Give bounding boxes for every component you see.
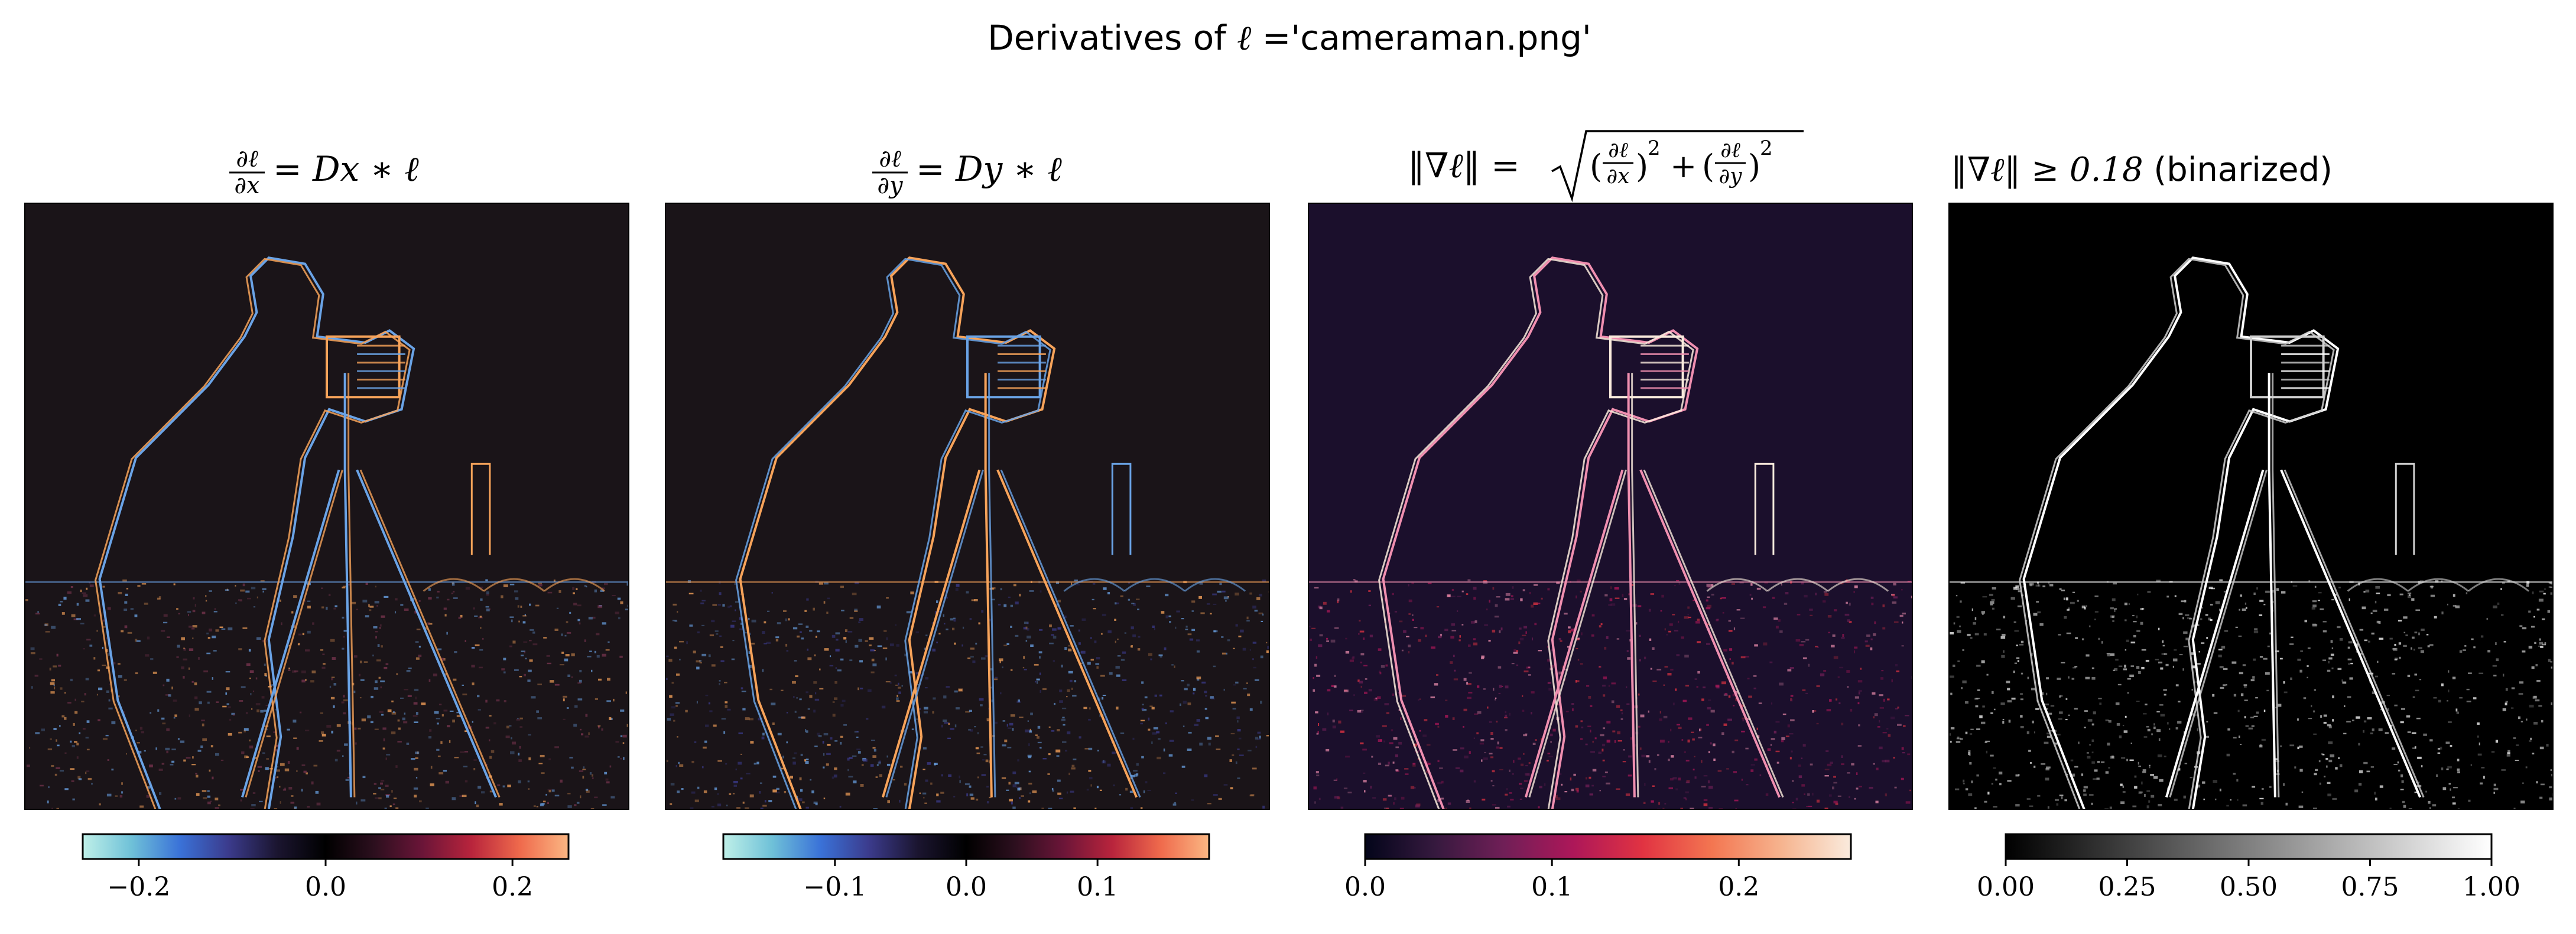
panel-3-title-t2-den: ∂y <box>1719 164 1743 188</box>
panel-2-title-den: ∂y <box>877 172 904 199</box>
panel-3-title-t1-den: ∂x <box>1607 164 1630 188</box>
panel-4-tripod-leg <box>2280 469 2422 798</box>
panel-4-image <box>1948 203 2554 810</box>
colorbar-3-tick-label: 0.0 <box>1344 872 1386 902</box>
colorbar-1: −0.2 0.0 0.2 <box>82 833 570 902</box>
panel-2-title-num: ∂ℓ <box>879 145 901 173</box>
panel-3-title-sqrt-sign <box>1551 130 1804 203</box>
panel-1-title-num: ∂ℓ <box>236 145 258 173</box>
panel-3-title-sq-2: 2 <box>1760 136 1773 160</box>
colorbar-4-tick-label: 0.50 <box>2220 872 2278 902</box>
panel-4-title-text: (binarized) <box>2143 151 2333 189</box>
panel-3-tripod-leg <box>1525 469 1624 798</box>
panel-1-tripod-leg <box>241 469 340 798</box>
colorbar-2-gradient <box>722 833 1210 860</box>
colorbar-3-gradient <box>1364 833 1852 860</box>
colorbar-4-gradient <box>2005 833 2493 860</box>
panel-1-title-den: ∂x <box>234 172 259 199</box>
colorbar-2-tick-label: 0.0 <box>946 872 987 902</box>
colorbar-1-gradient <box>82 833 570 860</box>
panel-1-background <box>25 203 629 809</box>
colorbar-1-tick-label: −0.2 <box>107 872 170 902</box>
panel-3-title-t1-num: ∂ℓ <box>1608 138 1628 162</box>
colorbar-1-tick-label: 0.0 <box>305 872 346 902</box>
panel-4-camera-edge <box>2250 335 2325 399</box>
panel-2-silhouette-edge-b <box>735 258 1051 809</box>
colorbar-1-tick-label: 0.2 <box>492 872 533 902</box>
panel-1-silhouette-edge-a <box>98 256 415 809</box>
panel-3-silhouette-edge-b <box>1378 258 1694 809</box>
colorbar-4-tick-label: 0.75 <box>2341 872 2399 902</box>
panel-1-silhouette-edge-b <box>95 258 411 809</box>
colorbar-2-tick-label: 0.1 <box>1077 872 1118 902</box>
panel-1-ground-texture <box>25 579 629 809</box>
panel-3-title-lhs: ‖∇ℓ‖ = <box>1408 145 1520 186</box>
panel-1-tower-edge <box>470 463 491 555</box>
panel-3-frame <box>1308 203 1913 810</box>
colorbar-3-tick-label: 0.1 <box>1531 872 1573 902</box>
figure-title-suffix: ='cameraman.png' <box>1251 18 1591 58</box>
panel-1-tripod-leg <box>343 470 352 798</box>
panel-1-title-rest: = Dx ∗ ℓ <box>273 149 419 189</box>
panel-2-title-rest: = Dy ∗ ℓ <box>916 149 1062 189</box>
panel-4-background <box>1949 203 2553 809</box>
panel-2-image <box>665 203 1270 810</box>
colorbar-4-tick-label: 1.00 <box>2463 872 2520 902</box>
panel-1-tripod-leg <box>356 469 498 798</box>
colorbar-4-tick-label: 0.25 <box>2099 872 2156 902</box>
panel-3-camera-edge <box>1609 335 1684 399</box>
panel-2-frame <box>665 203 1270 810</box>
panel-3-image <box>1308 203 1913 810</box>
panel-4-frame <box>1948 203 2554 810</box>
panel-4-silhouette-edge-b <box>2019 258 2335 809</box>
panel-3-tripod-leg <box>1627 470 1636 798</box>
panel-2-background <box>665 203 1269 809</box>
panel-1-camera-edge <box>326 335 401 399</box>
panel-3-title: ‖∇ℓ‖ = ( ∂ℓ ∂x ) 2 + ( ∂ℓ ∂y ) 2 <box>1408 130 1804 203</box>
figure-title: Derivatives of ℓ ='cameraman.png' <box>987 18 1591 58</box>
panel-2-tripod-leg <box>984 470 993 798</box>
panel-4-tripod-leg <box>2268 470 2276 798</box>
panel-4-tower-edge <box>2395 463 2415 555</box>
panel-3-tower-edge <box>1754 463 1775 555</box>
figure-title-symbol: ℓ <box>1237 18 1251 58</box>
panel-2-tower-edge <box>1111 463 1132 555</box>
colorbar-4: 0.00 0.25 0.50 0.75 1.00 <box>1977 833 2520 902</box>
panel-3-title-open-1: ( <box>1590 148 1602 185</box>
panel-2-tripod-leg <box>996 469 1138 798</box>
panel-3-ground-texture <box>1308 579 1912 809</box>
colorbar-2: −0.1 0.0 0.1 <box>722 833 1210 902</box>
colorbar-2-tick-label: −0.1 <box>803 872 866 902</box>
panel-3-title-close-1: ) <box>1636 148 1648 185</box>
figure-title-prefix: Derivatives of <box>987 18 1237 58</box>
colorbar-3-tick-label: 0.2 <box>1718 872 1759 902</box>
panel-3-title-t2-num: ∂ℓ <box>1720 138 1740 162</box>
panel-4-silhouette-edge-a <box>2022 256 2340 809</box>
panel-1-title: ∂ℓ ∂x = Dx ∗ ℓ <box>229 145 419 199</box>
panel-2-silhouette-edge-a <box>739 256 1056 809</box>
panel-2-title: ∂ℓ ∂y = Dy ∗ ℓ <box>872 145 1062 199</box>
panel-3-background <box>1308 203 1912 809</box>
panel-1-frame <box>24 203 629 810</box>
panel-3-title-close-2: ) <box>1748 148 1760 185</box>
panel-3-title-sq-1: 2 <box>1648 136 1661 160</box>
colorbar-3: 0.0 0.1 0.2 <box>1344 833 1852 902</box>
panel-4-title: ‖∇ℓ‖ ≥ 0.18 (binarized) <box>1951 151 2333 189</box>
colorbar-4-tick-label: 0.00 <box>1977 872 2035 902</box>
panel-3-title-open-2: ( <box>1702 148 1714 185</box>
panel-2-camera-edge <box>966 335 1041 399</box>
panel-4-title-math: ‖∇ℓ‖ ≥ 0.18 <box>1951 151 2143 189</box>
panel-3-tripod-leg <box>1639 469 1781 798</box>
panel-4-tripod-leg <box>2165 469 2265 798</box>
panel-2-tripod-leg <box>882 469 981 798</box>
panel-1-image <box>24 203 629 810</box>
panel-3-title-plus: + <box>1670 148 1697 185</box>
panel-3-silhouette-edge-a <box>1382 256 1699 809</box>
